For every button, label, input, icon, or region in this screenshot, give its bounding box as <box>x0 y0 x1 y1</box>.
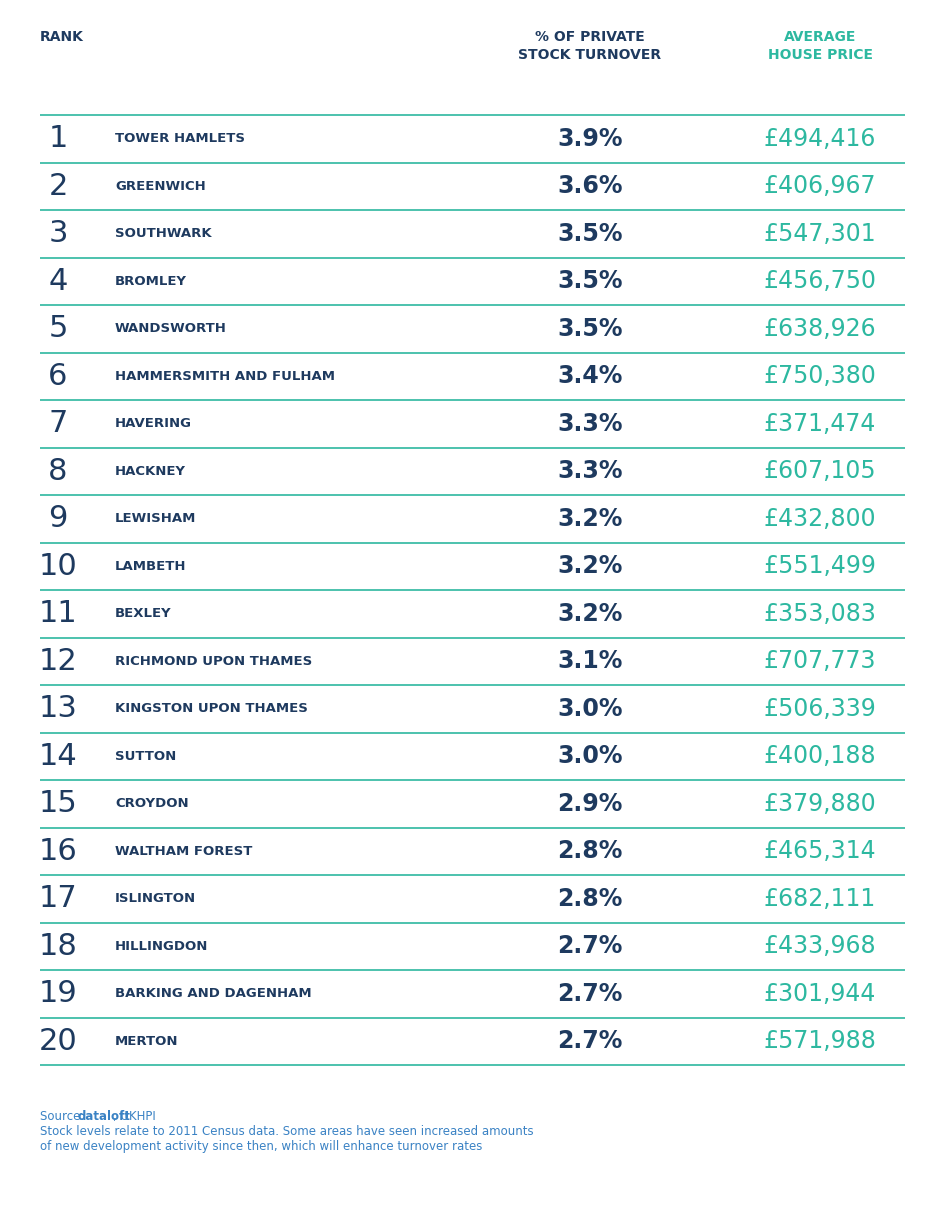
Text: £400,188: £400,188 <box>763 745 875 768</box>
Text: £750,380: £750,380 <box>763 364 875 388</box>
Text: HAMMERSMITH AND FULHAM: HAMMERSMITH AND FULHAM <box>115 370 334 382</box>
Text: 3: 3 <box>48 220 68 248</box>
Text: RICHMOND UPON THAMES: RICHMOND UPON THAMES <box>115 654 312 668</box>
Text: WALTHAM FOREST: WALTHAM FOREST <box>115 845 252 857</box>
Text: £353,083: £353,083 <box>763 602 875 625</box>
Text: CROYDON: CROYDON <box>115 797 189 811</box>
Text: 6: 6 <box>48 361 68 391</box>
Text: £682,111: £682,111 <box>763 886 875 911</box>
Text: 2.8%: 2.8% <box>557 886 622 911</box>
Text: 3.5%: 3.5% <box>557 316 622 341</box>
Text: HILLINGDON: HILLINGDON <box>115 940 209 952</box>
Text: 13: 13 <box>39 695 77 723</box>
Text: £506,339: £506,339 <box>763 697 875 720</box>
Text: 2.7%: 2.7% <box>557 1029 622 1054</box>
Text: £551,499: £551,499 <box>763 554 875 579</box>
Text: BEXLEY: BEXLEY <box>115 607 172 620</box>
Text: BARKING AND DAGENHAM: BARKING AND DAGENHAM <box>115 988 312 1000</box>
Text: HACKNEY: HACKNEY <box>115 465 186 477</box>
Text: £547,301: £547,301 <box>763 222 875 245</box>
Text: £571,988: £571,988 <box>763 1029 875 1054</box>
Text: £406,967: £406,967 <box>763 175 875 198</box>
Text: 2.7%: 2.7% <box>557 934 622 958</box>
Text: 10: 10 <box>39 552 77 581</box>
Text: ISLINGTON: ISLINGTON <box>115 893 196 905</box>
Text: £707,773: £707,773 <box>763 650 875 673</box>
Text: 3.5%: 3.5% <box>557 222 622 245</box>
Text: 17: 17 <box>39 884 77 913</box>
Text: £433,968: £433,968 <box>763 934 875 958</box>
Text: Source:: Source: <box>40 1110 88 1123</box>
Text: of new development activity since then, which will enhance turnover rates: of new development activity since then, … <box>40 1140 481 1153</box>
Text: 3.4%: 3.4% <box>557 364 622 388</box>
Text: 16: 16 <box>39 836 77 866</box>
Text: RANK: RANK <box>40 31 84 44</box>
Text: 19: 19 <box>39 979 77 1009</box>
Text: SOUTHWARK: SOUTHWARK <box>115 227 211 241</box>
Text: 18: 18 <box>39 932 77 961</box>
Text: 3.3%: 3.3% <box>557 459 622 484</box>
Text: WANDSWORTH: WANDSWORTH <box>115 322 227 336</box>
Text: LAMBETH: LAMBETH <box>115 559 186 573</box>
Text: 3.2%: 3.2% <box>557 602 622 625</box>
Text: £638,926: £638,926 <box>763 316 875 341</box>
Text: £607,105: £607,105 <box>763 459 875 484</box>
Text: £465,314: £465,314 <box>763 839 875 863</box>
Text: 8: 8 <box>48 457 68 486</box>
Text: 3.3%: 3.3% <box>557 411 622 436</box>
Text: SUTTON: SUTTON <box>115 750 177 763</box>
Text: MERTON: MERTON <box>115 1034 178 1048</box>
Text: 14: 14 <box>39 741 77 770</box>
Text: £371,474: £371,474 <box>763 411 875 436</box>
Text: 2: 2 <box>48 172 68 200</box>
Text: 12: 12 <box>39 647 77 675</box>
Text: 1: 1 <box>48 125 68 154</box>
Text: 3.2%: 3.2% <box>557 507 622 531</box>
Text: 3.6%: 3.6% <box>557 175 622 198</box>
Text: 20: 20 <box>39 1027 77 1056</box>
Text: £301,944: £301,944 <box>763 982 875 1006</box>
Text: 4: 4 <box>48 266 68 295</box>
Text: dataloft: dataloft <box>78 1110 130 1123</box>
Text: £456,750: £456,750 <box>763 270 876 293</box>
Text: 3.9%: 3.9% <box>557 127 622 150</box>
Text: % OF PRIVATE
STOCK TURNOVER: % OF PRIVATE STOCK TURNOVER <box>518 31 661 62</box>
Text: BROMLEY: BROMLEY <box>115 275 187 288</box>
Text: , UKHPI: , UKHPI <box>113 1110 156 1123</box>
Text: 2.7%: 2.7% <box>557 982 622 1006</box>
Text: 3.0%: 3.0% <box>557 745 622 768</box>
Text: AVERAGE
HOUSE PRICE: AVERAGE HOUSE PRICE <box>767 31 871 62</box>
Text: HAVERING: HAVERING <box>115 418 192 430</box>
Text: 15: 15 <box>39 789 77 818</box>
Text: 11: 11 <box>39 600 77 629</box>
Text: 9: 9 <box>48 504 68 534</box>
Text: LEWISHAM: LEWISHAM <box>115 513 196 525</box>
Text: 3.1%: 3.1% <box>557 650 622 673</box>
Text: £432,800: £432,800 <box>763 507 875 531</box>
Text: 5: 5 <box>48 314 68 343</box>
Text: 3.0%: 3.0% <box>557 697 622 720</box>
Text: £494,416: £494,416 <box>763 127 875 150</box>
Text: 2.9%: 2.9% <box>557 791 622 816</box>
Text: KINGSTON UPON THAMES: KINGSTON UPON THAMES <box>115 702 308 716</box>
Text: 3.2%: 3.2% <box>557 554 622 579</box>
Text: 7: 7 <box>48 409 68 438</box>
Text: 3.5%: 3.5% <box>557 270 622 293</box>
Text: 2.8%: 2.8% <box>557 839 622 863</box>
Text: TOWER HAMLETS: TOWER HAMLETS <box>115 132 244 145</box>
Text: £379,880: £379,880 <box>763 791 875 816</box>
Text: GREENWICH: GREENWICH <box>115 179 206 193</box>
Text: Stock levels relate to 2011 Census data. Some areas have seen increased amounts: Stock levels relate to 2011 Census data.… <box>40 1125 533 1138</box>
